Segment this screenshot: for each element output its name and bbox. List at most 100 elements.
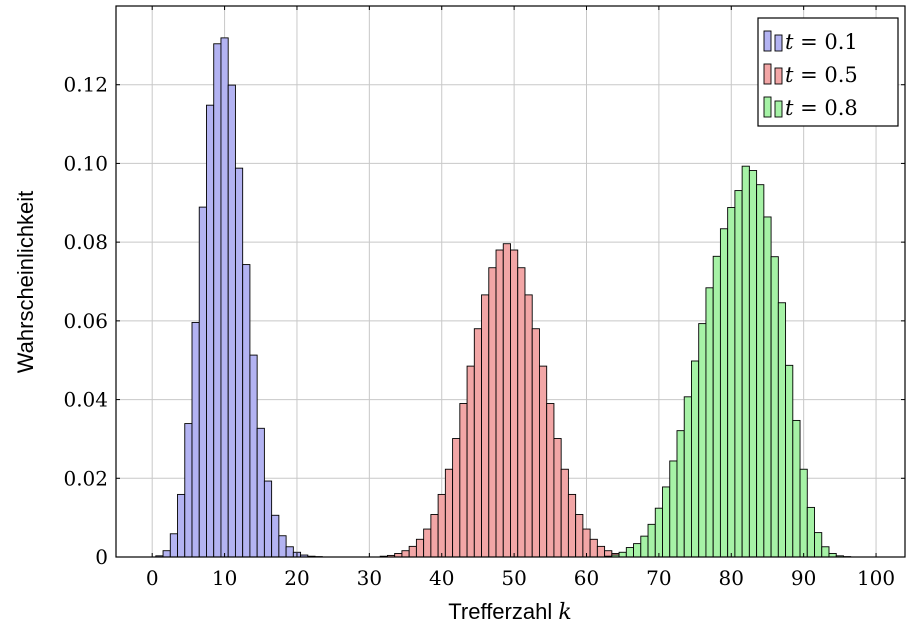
y-tick-label: 0.10 [63,151,108,175]
x-tick-label: 60 [574,566,599,590]
bar-series-1 [206,104,215,558]
bar-series-1 [198,206,207,558]
bar-series-3 [770,256,779,558]
bar-series-3 [727,207,736,558]
bar-series-2 [575,514,584,558]
bar-series-2 [582,528,591,558]
bars [155,37,852,558]
y-tick-label: 0.06 [63,309,108,333]
bar-series-3 [654,507,663,558]
legend-entry-3: t = 0.8 [785,96,858,120]
bar-series-3 [633,543,642,558]
bar-series-1 [271,514,280,558]
bar-series-2 [430,514,439,558]
x-tick-label: 30 [357,566,382,590]
legend-entry-1: t = 0.1 [785,30,858,54]
bar-series-2 [444,468,454,558]
y-tick-label: 0.12 [63,73,108,97]
bar-series-3 [683,396,692,558]
bar-series-1 [249,354,258,558]
x-tick-label: 20 [284,566,309,590]
bar-series-2 [473,328,482,558]
bar-series-3 [792,419,801,558]
bar-series-1 [234,167,244,558]
bar-series-3 [719,228,729,558]
x-tick-label: 70 [646,566,671,590]
bar-series-3 [662,486,671,558]
legend-swatch-bar [774,34,783,52]
bar-series-2 [589,538,598,558]
bar-series-1 [256,427,265,558]
bar-series-2 [517,267,526,558]
x-axis-label-text: Trefferzahl [448,599,552,624]
x-tick-label: 50 [501,566,526,590]
bar-series-1 [242,264,251,558]
bar-series-2 [524,294,533,558]
bar-series-2 [401,550,410,558]
bar-series-2 [452,438,461,558]
bar-series-2 [567,493,577,558]
legend: t = 0.1 t = 0.5 t = 0.8 [757,17,899,127]
bar-series-3 [669,460,678,558]
y-tick-label: 0.08 [63,230,108,254]
x-tick-label: 0 [146,566,159,590]
x-tick-label: 100 [857,566,895,590]
bar-series-2 [539,365,548,558]
bar-series-3 [748,170,758,558]
bar-series-1 [162,550,171,558]
bar-series-3 [640,535,649,558]
bar-series-2 [488,267,497,558]
x-tick-label: 40 [429,566,454,590]
bar-series-3 [676,430,685,558]
tick-labels: 0 10 20 30 40 50 60 70 80 90 100 0 0.02 0.04 0.06 0.08 0… [63,73,895,590]
bar-series-1 [220,37,229,558]
bar-series-3 [756,184,765,558]
legend-swatch-bar [774,67,783,85]
bar-series-1 [263,480,273,558]
bar-series-3 [806,506,815,558]
legend-swatch-bar [774,100,783,118]
bar-series-2 [560,468,569,558]
bar-series-3 [785,364,794,558]
legend-swatch-bar [763,96,772,118]
x-tick-label: 10 [212,566,237,590]
legend-entry-2: t = 0.5 [785,63,858,87]
bar-series-1 [177,493,186,558]
bar-series-3 [618,551,627,558]
bar-series-1 [213,43,222,558]
bar-series-3 [698,323,707,558]
legend-swatch-bar [763,63,772,85]
x-axis-label: Trefferzahl k [448,599,571,625]
bar-series-2 [531,328,540,558]
y-tick-label: 0.04 [63,388,108,412]
bar-series-2 [502,243,511,558]
bar-series-3 [647,523,656,558]
bar-series-3 [625,547,635,558]
bar-series-2 [466,365,475,558]
bar-series-2 [510,249,519,558]
bar-series-2 [437,493,446,558]
bar-series-1 [169,533,178,558]
bar-series-3 [712,255,721,558]
bar-series-2 [553,438,562,558]
bar-series-3 [734,190,743,558]
y-axis-label: Wahrscheinlichkeit [13,191,38,374]
x-axis-label-var: k [558,600,571,625]
y-tick-label: 0 [95,545,108,569]
bar-series-3 [741,165,750,558]
bar-series-3 [821,546,830,558]
bar-series-3 [799,468,808,558]
y-tick-label: 0.02 [63,466,108,490]
bar-series-3 [814,532,823,558]
bar-series-2 [459,403,468,558]
bar-series-3 [763,216,772,558]
bar-series-2 [596,545,606,558]
ticks [116,6,905,558]
bar-series-1 [184,423,193,558]
bar-series-2 [546,403,555,558]
legend-swatch-bar [763,30,772,52]
bar-series-2 [408,545,417,558]
bar-series-2 [481,294,490,558]
bar-series-2 [495,249,504,558]
